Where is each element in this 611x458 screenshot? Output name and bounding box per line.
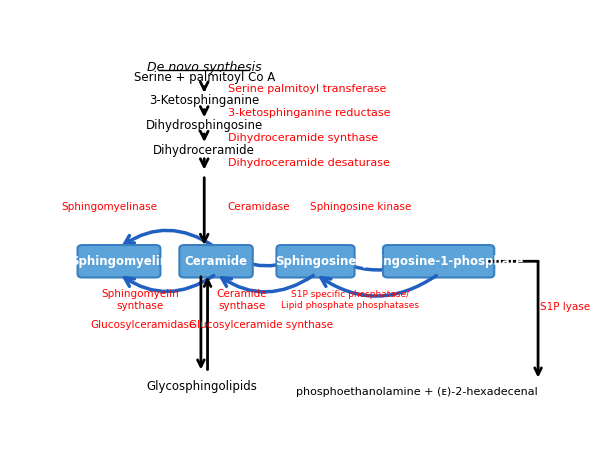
Text: S1P specific phosphatase/
Lipid phosphate phosphatases: S1P specific phosphatase/ Lipid phosphat… xyxy=(281,290,419,310)
Text: Sphingomyelin: Sphingomyelin xyxy=(70,255,168,268)
Text: 3-ketosphinganine reductase: 3-ketosphinganine reductase xyxy=(228,108,390,118)
Text: Dihydroceramide desaturase: Dihydroceramide desaturase xyxy=(228,158,390,168)
FancyBboxPatch shape xyxy=(383,245,494,278)
FancyBboxPatch shape xyxy=(78,245,161,278)
Text: Serine palmitoyl transferase: Serine palmitoyl transferase xyxy=(228,84,386,94)
Text: phosphoethanolamine + (ᴇ)-2-hexadecenal: phosphoethanolamine + (ᴇ)-2-hexadecenal xyxy=(296,387,538,397)
FancyBboxPatch shape xyxy=(180,245,253,278)
Text: Ceramide
synthase: Ceramide synthase xyxy=(217,289,268,311)
Text: Glucosylceramidase: Glucosylceramidase xyxy=(90,320,196,330)
Text: Sphingosine-1-phosphate: Sphingosine-1-phosphate xyxy=(354,255,523,268)
FancyBboxPatch shape xyxy=(276,245,354,278)
Text: Dihydroceramide synthase: Dihydroceramide synthase xyxy=(228,133,378,143)
Text: Sphingomyelinase: Sphingomyelinase xyxy=(62,202,158,212)
Text: 3-Ketosphinganine: 3-Ketosphinganine xyxy=(149,94,259,107)
Text: Sphingomyelin
synthase: Sphingomyelin synthase xyxy=(101,289,179,311)
Text: Dihydrosphingosine: Dihydrosphingosine xyxy=(145,119,263,132)
Text: Sphingosine kinase: Sphingosine kinase xyxy=(310,202,411,212)
Text: Glucosylceramide synthase: Glucosylceramide synthase xyxy=(189,320,333,330)
Text: S1P lyase: S1P lyase xyxy=(540,302,591,312)
Text: De novo synthesis: De novo synthesis xyxy=(147,61,262,74)
Text: Ceramidase: Ceramidase xyxy=(227,202,290,212)
Text: Ceramide: Ceramide xyxy=(185,255,247,268)
Text: Sphingosine: Sphingosine xyxy=(275,255,356,268)
Text: Dihydroceramide: Dihydroceramide xyxy=(153,144,255,157)
Text: Glycosphingolipids: Glycosphingolipids xyxy=(147,380,257,393)
Text: Serine + palmitoyl Co A: Serine + palmitoyl Co A xyxy=(134,71,275,84)
